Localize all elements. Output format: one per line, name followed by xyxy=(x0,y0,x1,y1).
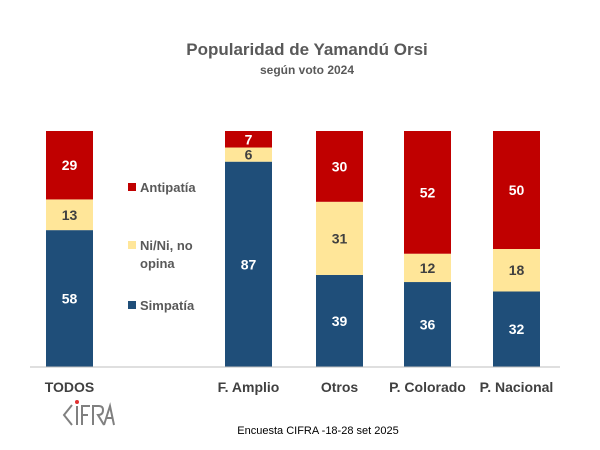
bar-segment xyxy=(404,253,451,283)
data-label: 18 xyxy=(509,262,525,278)
bar-segment xyxy=(46,199,93,231)
chart-subtitle: según voto 2024 xyxy=(260,63,354,77)
legend-swatch-simpatia xyxy=(128,301,136,309)
data-label: 52 xyxy=(420,184,436,200)
x-tick-label: TODOS xyxy=(45,379,95,395)
data-label: 29 xyxy=(62,157,78,173)
bar-segment xyxy=(225,131,272,148)
legend: Antipatía Ni/Ni, no opina Simpatía xyxy=(128,180,196,313)
bar-segment xyxy=(316,201,363,275)
legend-swatch-nini xyxy=(128,241,136,249)
bar-segment xyxy=(493,291,540,367)
data-label: 7 xyxy=(245,131,253,147)
legend-label-simpatia: Simpatía xyxy=(140,298,195,313)
data-label: 31 xyxy=(332,230,348,246)
x-tick-label: P. Nacional xyxy=(480,379,554,395)
data-label: 87 xyxy=(241,256,257,272)
legend-label-nini: Ni/Ni, no xyxy=(140,238,193,253)
bar-segment xyxy=(404,282,451,367)
legend-swatch-antipatia xyxy=(128,183,136,191)
data-label: 32 xyxy=(509,321,525,337)
bar-segment xyxy=(404,131,451,254)
footer-source: Encuesta CIFRA -18-28 set 2025 xyxy=(237,425,398,437)
data-label: 58 xyxy=(62,291,78,307)
bar-segment xyxy=(225,161,272,367)
data-label: 50 xyxy=(509,182,525,198)
bar-segment xyxy=(316,274,363,367)
data-label: 39 xyxy=(332,313,348,329)
x-tick-label: Otros xyxy=(321,379,359,395)
bar-segment xyxy=(493,131,540,249)
bar-segment xyxy=(493,249,540,292)
x-tick-label: F. Amplio xyxy=(218,379,280,395)
bar-segment xyxy=(316,131,363,202)
data-label: 12 xyxy=(420,260,436,276)
data-label: 6 xyxy=(245,147,253,163)
chart-title: Popularidad de Yamandú Orsi xyxy=(186,40,428,59)
cifra-logo xyxy=(62,400,115,426)
legend-label-antipatia: Antipatía xyxy=(140,180,196,195)
data-label: 13 xyxy=(62,207,78,223)
bar-segment xyxy=(46,230,93,367)
x-tick-label: P. Colorado xyxy=(389,379,466,395)
data-label: 36 xyxy=(420,317,436,333)
bar-segment xyxy=(225,147,272,162)
legend-label-nini-2: opina xyxy=(140,256,175,271)
bar-segment xyxy=(46,131,93,200)
data-label: 30 xyxy=(332,158,348,174)
